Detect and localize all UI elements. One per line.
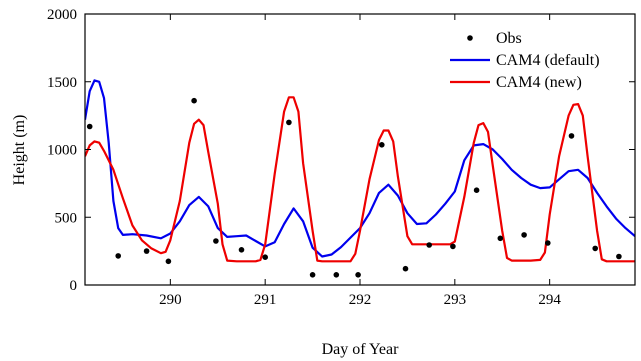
- x-tick-label: 290: [159, 292, 182, 308]
- obs-point: [115, 253, 121, 259]
- y-tick-label: 1000: [47, 143, 77, 159]
- y-tick-label: 0: [70, 278, 78, 294]
- x-tick-label: 293: [444, 292, 467, 308]
- x-tick-label: 292: [349, 292, 372, 308]
- obs-point: [473, 187, 480, 193]
- obs-point: [262, 254, 269, 260]
- obs-point: [191, 97, 197, 104]
- obs-point: [333, 272, 340, 278]
- obs-point: [286, 119, 292, 126]
- obs-point: [568, 133, 575, 139]
- obs-point: [143, 248, 150, 254]
- obs-point: [616, 253, 622, 260]
- obs-point: [355, 272, 361, 278]
- obs-point: [402, 265, 409, 272]
- obs-point: [592, 245, 598, 252]
- obs-point: [379, 142, 385, 148]
- obs-point: [238, 247, 245, 253]
- legend-label-cam4-new: CAM4 (new): [496, 74, 582, 91]
- obs-point: [165, 258, 172, 265]
- y-tick-label: 2000: [47, 7, 77, 23]
- x-tick-label: 294: [538, 292, 561, 308]
- obs-point: [545, 240, 551, 246]
- obs-point: [86, 123, 93, 130]
- series-line-cam4-default: [85, 79, 635, 258]
- obs-point: [309, 272, 316, 278]
- obs-point: [426, 242, 433, 248]
- obs-point: [497, 235, 504, 242]
- obs-point: [521, 232, 527, 238]
- legend-label-obs: Obs: [496, 30, 522, 47]
- obs-point: [213, 238, 219, 244]
- legend: Obs CAM4 (default) CAM4 (new): [450, 30, 600, 91]
- obs-point: [450, 243, 456, 250]
- legend-swatch-obs: [467, 35, 473, 41]
- y-axis-title: Height (m): [11, 115, 28, 186]
- y-tick-label: 500: [55, 210, 78, 226]
- x-axis-title: Day of Year: [322, 341, 400, 358]
- series-line-cam4-new: [85, 96, 635, 263]
- y-tick-label: 1500: [47, 75, 77, 91]
- legend-label-cam4-default: CAM4 (default): [496, 52, 600, 69]
- x-tick-label: 291: [254, 292, 277, 308]
